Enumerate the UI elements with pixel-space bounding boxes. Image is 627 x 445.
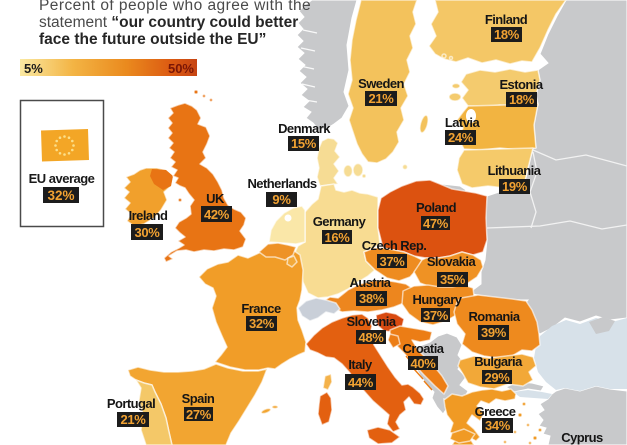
svg-text:Spain: Spain xyxy=(182,391,215,406)
svg-text:29%: 29% xyxy=(484,370,510,385)
svg-text:21%: 21% xyxy=(120,412,146,427)
svg-text:34%: 34% xyxy=(485,418,511,433)
svg-text:Croatia: Croatia xyxy=(403,341,445,356)
svg-text:face the future outside the EU: face the future outside the EU” xyxy=(39,31,266,48)
svg-text:24%: 24% xyxy=(448,130,474,145)
svg-text:32%: 32% xyxy=(47,188,74,203)
svg-text:Percent of people who agree wi: Percent of people who agree with the xyxy=(39,0,311,14)
svg-text:Lithuania: Lithuania xyxy=(488,163,542,178)
svg-text:15%: 15% xyxy=(291,136,317,151)
svg-text:18%: 18% xyxy=(509,92,535,107)
svg-text:Slovenia: Slovenia xyxy=(346,314,396,329)
svg-text:32%: 32% xyxy=(249,316,275,331)
svg-text:42%: 42% xyxy=(204,207,230,222)
svg-text:Estonia: Estonia xyxy=(499,77,543,92)
svg-text:Bulgaria: Bulgaria xyxy=(474,354,523,369)
svg-text:Greece: Greece xyxy=(475,404,516,419)
svg-text:16%: 16% xyxy=(324,230,350,245)
svg-text:21%: 21% xyxy=(368,91,394,106)
svg-text:48%: 48% xyxy=(358,330,384,345)
svg-text:Germany: Germany xyxy=(313,214,367,229)
svg-text:27%: 27% xyxy=(186,407,212,422)
svg-text:39%: 39% xyxy=(481,325,507,340)
svg-text:Finland: Finland xyxy=(485,12,528,27)
svg-text:France: France xyxy=(241,301,281,316)
svg-text:47%: 47% xyxy=(423,216,449,231)
svg-text:18%: 18% xyxy=(494,27,520,42)
svg-text:9%: 9% xyxy=(272,192,291,207)
svg-text:30%: 30% xyxy=(134,225,160,240)
svg-text:35%: 35% xyxy=(440,272,466,287)
svg-text:37%: 37% xyxy=(379,254,405,269)
svg-text:Ireland: Ireland xyxy=(129,208,168,223)
svg-text:Poland: Poland xyxy=(416,200,457,215)
svg-text:44%: 44% xyxy=(348,375,374,390)
svg-text:40%: 40% xyxy=(410,356,436,371)
svg-text:Hungary: Hungary xyxy=(413,292,463,307)
svg-text:statement “our country could b: statement “our country could better xyxy=(39,14,298,31)
svg-text:Denmark: Denmark xyxy=(278,121,331,136)
svg-text:Czech Rep.: Czech Rep. xyxy=(362,238,427,253)
svg-text:50%: 50% xyxy=(168,61,194,76)
svg-text:Latvia: Latvia xyxy=(445,115,481,130)
svg-text:38%: 38% xyxy=(359,291,385,306)
svg-text:37%: 37% xyxy=(423,308,449,323)
svg-text:Netherlands: Netherlands xyxy=(247,176,316,191)
svg-text:Austria: Austria xyxy=(350,275,392,290)
svg-text:EU average: EU average xyxy=(29,171,95,186)
svg-text:Slovakia: Slovakia xyxy=(427,254,477,269)
svg-text:Cyprus: Cyprus xyxy=(561,430,603,445)
svg-text:Sweden: Sweden xyxy=(358,76,404,91)
svg-text:Portugal: Portugal xyxy=(107,396,155,411)
svg-text:UK: UK xyxy=(206,191,225,206)
svg-text:5%: 5% xyxy=(24,61,43,76)
svg-text:Romania: Romania xyxy=(468,309,520,324)
svg-text:19%: 19% xyxy=(502,179,528,194)
svg-text:Italy: Italy xyxy=(348,357,373,372)
